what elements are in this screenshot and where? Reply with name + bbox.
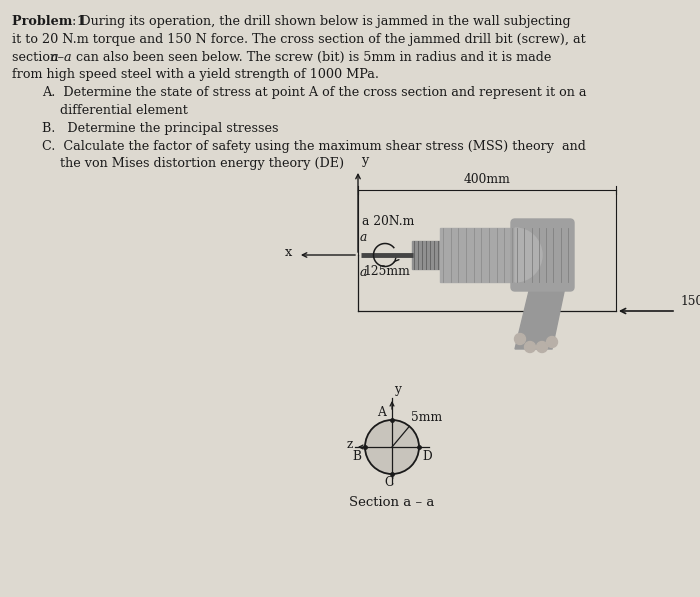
FancyBboxPatch shape: [511, 219, 574, 291]
Circle shape: [547, 337, 557, 347]
Text: A.  Determine the state of stress at point A of the cross section and represent : A. Determine the state of stress at poin…: [42, 86, 587, 99]
Text: 125mm: 125mm: [364, 265, 411, 278]
Circle shape: [524, 341, 536, 352]
Text: a: a: [360, 266, 368, 279]
Text: x: x: [285, 245, 293, 259]
Text: Section a – a: Section a – a: [349, 496, 435, 509]
Text: 5mm: 5mm: [412, 411, 442, 424]
Text: can also been seen below. The screw (bit) is 5mm in radius and it is made: can also been seen below. The screw (bit…: [72, 51, 552, 64]
Text: differential element: differential element: [60, 104, 188, 117]
Text: C.  Calculate the factor of safety using the maximum shear stress (MSS) theory  : C. Calculate the factor of safety using …: [42, 140, 586, 153]
Text: C: C: [384, 476, 393, 489]
Text: section: section: [12, 51, 62, 64]
Text: a: a: [360, 231, 368, 244]
Text: a–a: a–a: [50, 51, 72, 64]
Circle shape: [514, 334, 526, 344]
Polygon shape: [515, 287, 565, 349]
Text: 400mm: 400mm: [463, 173, 510, 186]
Text: z: z: [347, 439, 354, 451]
Bar: [440, 228, 515, 282]
Text: : During its operation, the drill shown below is jammed in the wall subjecting: : During its operation, the drill shown …: [71, 15, 570, 28]
Text: it to 20 N.m torque and 150 N force. The cross section of the jammed drill bit (: it to 20 N.m torque and 150 N force. The…: [12, 33, 586, 46]
Circle shape: [536, 341, 547, 352]
Text: Problem 1: Problem 1: [12, 15, 85, 28]
Bar: [412, 241, 440, 269]
Text: A: A: [377, 406, 386, 419]
Circle shape: [365, 420, 419, 474]
Text: B: B: [352, 450, 361, 463]
Text: 150N: 150N: [681, 295, 700, 308]
Text: B.   Determine the principal stresses: B. Determine the principal stresses: [42, 122, 279, 135]
Text: a 20N.m: a 20N.m: [362, 215, 414, 228]
Text: from high speed steel with a yield strength of 1000 MPa.: from high speed steel with a yield stren…: [12, 69, 379, 81]
Text: y: y: [361, 154, 368, 167]
Text: the von Mises distortion energy theory (DE): the von Mises distortion energy theory (…: [60, 158, 344, 170]
Text: y: y: [394, 383, 401, 396]
Wedge shape: [515, 228, 542, 282]
Text: D: D: [422, 450, 432, 463]
